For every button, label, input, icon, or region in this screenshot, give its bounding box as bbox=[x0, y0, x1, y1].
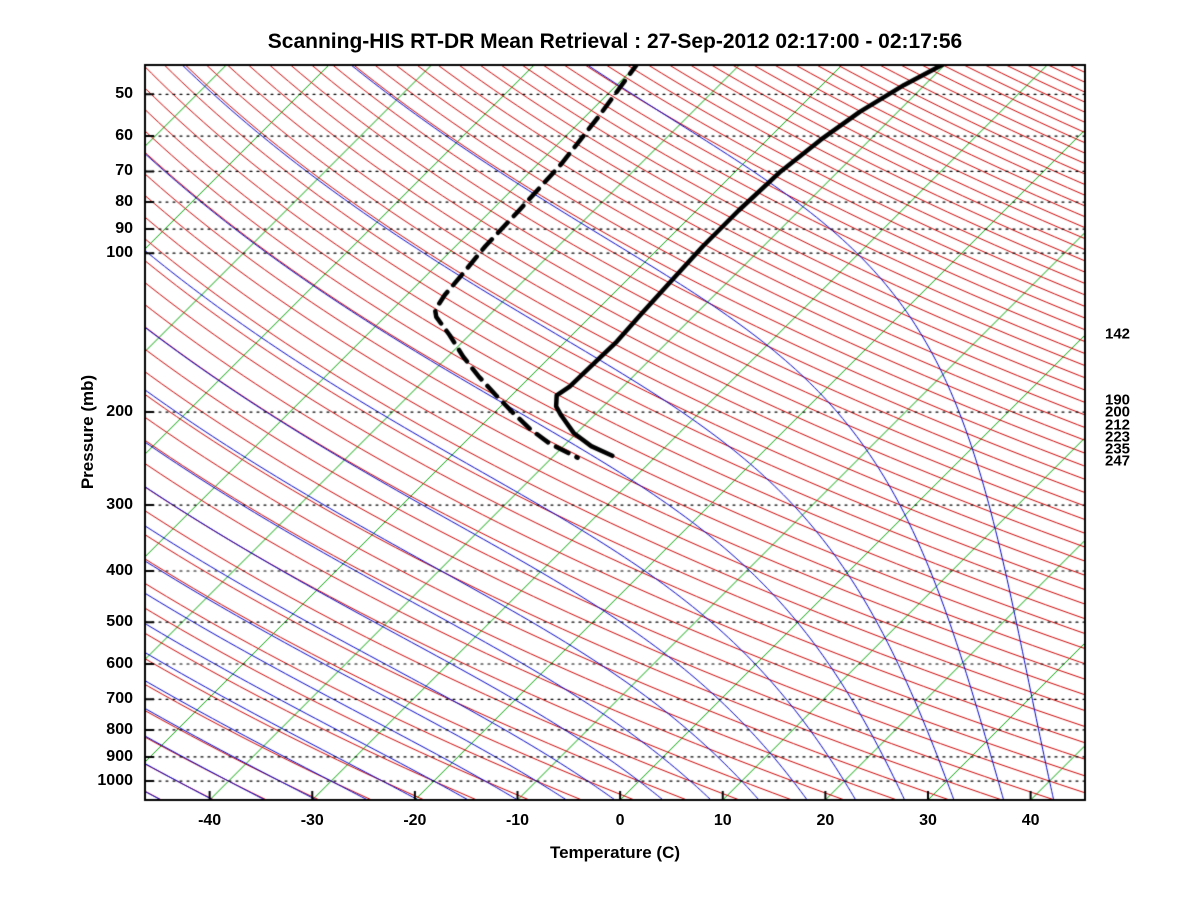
x-tick-label: 30 bbox=[919, 812, 937, 829]
x-tick-label: -20 bbox=[403, 812, 427, 829]
y-tick-label: 1000 bbox=[97, 772, 133, 790]
y-tick-label: 50 bbox=[115, 85, 133, 103]
pressure-level-label: 142 bbox=[1105, 325, 1131, 343]
pressure-level-label: 190 bbox=[1105, 391, 1131, 409]
pressure-level-label: 235 bbox=[1105, 440, 1131, 458]
y-tick-label: 900 bbox=[106, 747, 133, 765]
pressure-level-label: 223 bbox=[1105, 428, 1131, 446]
y-tick-label: 300 bbox=[106, 496, 133, 514]
y-tick-label: 400 bbox=[106, 562, 133, 580]
y-tick-label: 200 bbox=[106, 403, 133, 421]
x-tick-label: -30 bbox=[300, 812, 324, 829]
y-tick-label: 80 bbox=[115, 193, 133, 211]
y-tick-label: 90 bbox=[115, 220, 133, 238]
x-tick-label: -40 bbox=[198, 812, 222, 829]
x-tick-label: 10 bbox=[713, 812, 732, 829]
pressure-level-label: 200 bbox=[1105, 403, 1131, 421]
y-tick-label: 800 bbox=[106, 720, 133, 738]
x-tick-label: 0 bbox=[615, 812, 625, 829]
x-tick-label: 40 bbox=[1021, 812, 1040, 829]
y-tick-label: 600 bbox=[106, 654, 133, 672]
x-tick-label: 20 bbox=[816, 812, 835, 829]
y-tick-label: 700 bbox=[106, 690, 133, 708]
x-tick-label: -10 bbox=[505, 812, 530, 829]
y-axis-label: Pressure (mb) bbox=[78, 374, 97, 490]
y-tick-label: 500 bbox=[106, 613, 133, 631]
pressure-level-label: 212 bbox=[1105, 416, 1131, 434]
y-tick-label: 70 bbox=[115, 162, 133, 180]
x-axis-label: Temperature (C) bbox=[549, 843, 681, 862]
y-tick-label: 60 bbox=[115, 127, 133, 145]
y-tick-label: 100 bbox=[106, 244, 133, 262]
pressure-level-label: 247 bbox=[1105, 452, 1131, 469]
